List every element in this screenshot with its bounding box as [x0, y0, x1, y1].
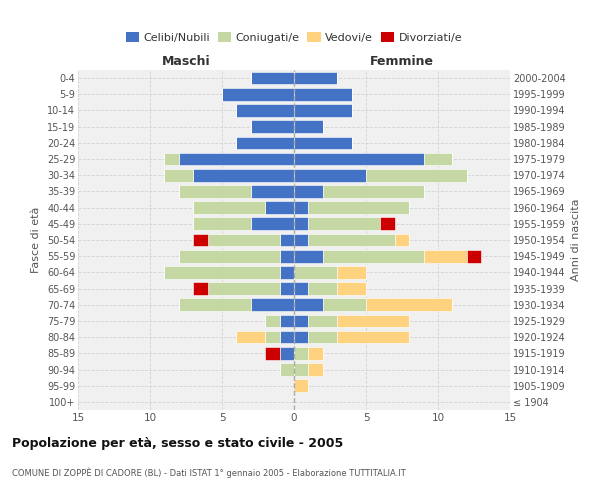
Bar: [308, 347, 323, 360]
Bar: [294, 363, 308, 376]
Bar: [294, 331, 308, 344]
Bar: [222, 88, 294, 101]
Bar: [294, 88, 352, 101]
Bar: [467, 250, 481, 262]
Bar: [294, 152, 424, 166]
Bar: [193, 234, 208, 246]
Bar: [236, 104, 294, 117]
Bar: [308, 234, 395, 246]
Bar: [308, 282, 337, 295]
Y-axis label: Fasce di età: Fasce di età: [31, 207, 41, 273]
Text: COMUNE DI ZOPPÈ DI CADORE (BL) - Dati ISTAT 1° gennaio 2005 - Elaborazione TUTTI: COMUNE DI ZOPPÈ DI CADORE (BL) - Dati IS…: [12, 468, 406, 478]
Bar: [280, 331, 294, 344]
Bar: [193, 169, 294, 181]
Bar: [193, 218, 251, 230]
Bar: [236, 331, 265, 344]
Bar: [294, 202, 308, 214]
Bar: [308, 314, 337, 328]
Bar: [294, 169, 366, 181]
Y-axis label: Anni di nascita: Anni di nascita: [571, 198, 581, 281]
Text: Maschi: Maschi: [161, 56, 211, 68]
Text: Femmine: Femmine: [370, 56, 434, 68]
Bar: [179, 185, 251, 198]
Bar: [251, 72, 294, 85]
Bar: [337, 282, 366, 295]
Bar: [251, 298, 294, 311]
Bar: [308, 331, 337, 344]
Bar: [323, 185, 424, 198]
Bar: [280, 234, 294, 246]
Bar: [164, 169, 193, 181]
Bar: [280, 347, 294, 360]
Bar: [380, 218, 395, 230]
Bar: [193, 202, 265, 214]
Bar: [323, 250, 424, 262]
Bar: [294, 72, 337, 85]
Bar: [179, 298, 251, 311]
Bar: [323, 298, 366, 311]
Bar: [424, 250, 467, 262]
Bar: [294, 282, 308, 295]
Bar: [251, 185, 294, 198]
Bar: [208, 282, 280, 295]
Bar: [366, 169, 467, 181]
Bar: [265, 202, 294, 214]
Bar: [280, 282, 294, 295]
Bar: [294, 218, 308, 230]
Bar: [294, 314, 308, 328]
Bar: [294, 136, 352, 149]
Bar: [308, 363, 323, 376]
Bar: [294, 266, 337, 278]
Bar: [179, 250, 280, 262]
Bar: [164, 266, 280, 278]
Bar: [280, 314, 294, 328]
Bar: [294, 185, 323, 198]
Bar: [179, 152, 294, 166]
Legend: Celibi/Nubili, Coniugati/e, Vedovi/e, Divorziati/e: Celibi/Nubili, Coniugati/e, Vedovi/e, Di…: [121, 28, 467, 48]
Bar: [294, 298, 323, 311]
Bar: [294, 347, 308, 360]
Bar: [280, 363, 294, 376]
Bar: [294, 234, 308, 246]
Bar: [337, 314, 409, 328]
Bar: [294, 250, 323, 262]
Bar: [251, 218, 294, 230]
Bar: [294, 104, 352, 117]
Text: Popolazione per età, sesso e stato civile - 2005: Popolazione per età, sesso e stato civil…: [12, 438, 343, 450]
Bar: [395, 234, 409, 246]
Bar: [208, 234, 280, 246]
Bar: [265, 314, 280, 328]
Bar: [337, 331, 409, 344]
Bar: [251, 120, 294, 133]
Bar: [236, 136, 294, 149]
Bar: [164, 152, 179, 166]
Bar: [280, 250, 294, 262]
Bar: [308, 218, 380, 230]
Bar: [424, 152, 452, 166]
Bar: [265, 331, 280, 344]
Bar: [308, 202, 409, 214]
Bar: [366, 298, 452, 311]
Bar: [294, 380, 308, 392]
Bar: [265, 347, 280, 360]
Bar: [280, 266, 294, 278]
Bar: [337, 266, 366, 278]
Bar: [193, 282, 208, 295]
Bar: [294, 120, 323, 133]
